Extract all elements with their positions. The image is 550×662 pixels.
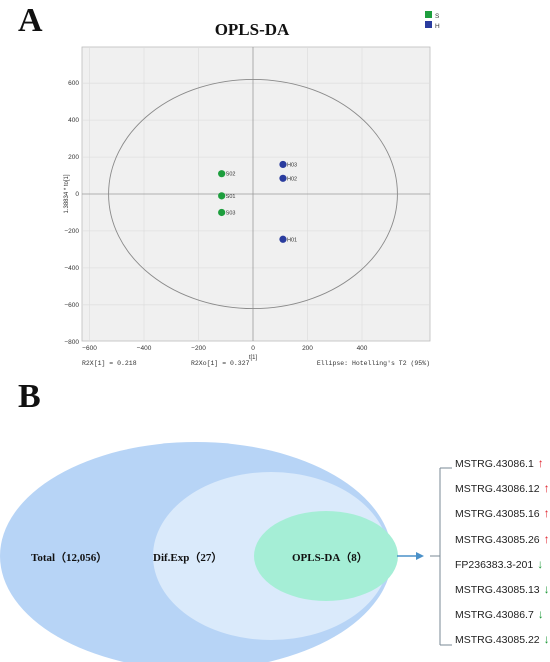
point-s02 bbox=[218, 170, 226, 178]
gene-item: MSTRG.43086.7 ↓ bbox=[455, 607, 544, 623]
arrow-up-icon: ↑ bbox=[543, 506, 550, 521]
data-points: S02 S01 S03 H03 H02 H01 bbox=[218, 160, 297, 243]
gene-item: MSTRG.43086.1 ↑ bbox=[455, 456, 544, 472]
legend: S H bbox=[425, 11, 440, 30]
gene-name: MSTRG.43086.1 bbox=[455, 458, 534, 470]
gene-bracket bbox=[430, 467, 452, 646]
y-tick-label: −200 bbox=[64, 228, 79, 235]
point-h02 bbox=[279, 174, 287, 182]
arrow-down-icon: ↓ bbox=[537, 607, 544, 622]
legend-swatch-s bbox=[425, 11, 432, 18]
arrow-down-icon: ↓ bbox=[543, 632, 550, 647]
gene-name: MSTRG.43086.12 bbox=[455, 483, 540, 496]
legend-label-h: H bbox=[435, 23, 440, 30]
x-tick-label: −200 bbox=[191, 345, 206, 352]
point-h01 bbox=[279, 235, 287, 243]
gene-item: MSTRG.43086.12 ↑ bbox=[455, 481, 550, 497]
x-tick-label: 400 bbox=[357, 345, 368, 352]
y-tick-label: 400 bbox=[68, 117, 79, 124]
chart-title: OPLS-DA bbox=[215, 20, 290, 39]
oplsda-label: OPLS-DA（8） bbox=[292, 551, 368, 564]
y-tick-label: 0 bbox=[75, 191, 79, 198]
gene-name: FP236383.3-201 bbox=[455, 558, 534, 571]
arrow-down-icon: ↓ bbox=[537, 556, 544, 571]
arrow-up-icon: ↑ bbox=[543, 481, 550, 496]
x-tick-label: 200 bbox=[302, 345, 313, 352]
gene-item: MSTRG.43085.26 ↑ bbox=[455, 532, 550, 548]
gene-name: MSTRG.43086.7 bbox=[455, 609, 534, 622]
point-label-s03: S03 bbox=[226, 210, 236, 216]
y-tick-label: −600 bbox=[64, 302, 79, 309]
arrow-up-icon: ↑ bbox=[537, 456, 544, 470]
gene-item: FP236383.3-201 ↓ bbox=[455, 557, 543, 573]
gene-name: MSTRG.43085.22 bbox=[455, 634, 540, 647]
x-tick-label: 0 bbox=[251, 345, 255, 352]
panel-a-letter: A bbox=[18, 2, 43, 39]
arrow-up-icon: ↑ bbox=[543, 531, 550, 546]
oplsda-set bbox=[254, 511, 398, 601]
axis-ticks: −600 −400 −200 0 200 400−800−600−400−20002004… bbox=[64, 80, 367, 352]
panel-b-letter: B bbox=[18, 378, 41, 415]
point-s03 bbox=[218, 208, 226, 217]
venn-diagram: Total（12,056） Dif.Exp（27） OPLS-DA（8） bbox=[0, 442, 398, 662]
gene-name: MSTRG.43085.16 bbox=[455, 508, 540, 521]
arrow-down-icon: ↓ bbox=[543, 582, 550, 596]
total-label: Total（12,056） bbox=[31, 551, 107, 564]
gene-item: MSTRG.43085.13 ↓ bbox=[455, 582, 550, 598]
point-label-s02: S02 bbox=[226, 172, 236, 178]
y-tick-label: −400 bbox=[64, 265, 79, 272]
point-label-s01: S01 bbox=[226, 194, 236, 200]
x-axis-label: t[1] bbox=[249, 355, 258, 361]
point-h03 bbox=[279, 160, 287, 169]
gene-name: MSTRG.43085.26 bbox=[455, 533, 540, 546]
gene-name: MSTRG.43085.13 bbox=[455, 584, 540, 596]
hotelling-ellipse bbox=[108, 78, 398, 310]
point-s01 bbox=[218, 192, 226, 200]
ellipse-label: Ellipse: Hotelling's T2 (95%) bbox=[317, 360, 430, 367]
y-tick-label: −800 bbox=[64, 339, 79, 346]
y-axis-label: 1.38834 * to[1] bbox=[64, 174, 70, 213]
point-label-h03: H03 bbox=[287, 162, 297, 168]
gene-item: MSTRG.43085.16 ↑ bbox=[455, 506, 550, 522]
x-tick-label: −400 bbox=[137, 345, 152, 352]
legend-label-s: S bbox=[435, 13, 440, 20]
legend-swatch-h bbox=[425, 21, 432, 28]
gene-item: MSTRG.43085.22 ↓ bbox=[455, 632, 550, 648]
r2x-label: R2X[1] = 0.218 bbox=[82, 360, 137, 367]
y-tick-label: 600 bbox=[68, 80, 79, 87]
point-label-h01: H01 bbox=[287, 237, 297, 243]
difexp-label: Dif.Exp（27） bbox=[153, 551, 222, 564]
point-label-h02: H02 bbox=[287, 176, 297, 182]
r2xo-label: R2Xo[1] = 0.327 bbox=[191, 360, 250, 367]
x-tick-label: −600 bbox=[82, 345, 97, 352]
y-tick-label: 200 bbox=[68, 154, 79, 161]
connector-arrow bbox=[397, 552, 424, 560]
